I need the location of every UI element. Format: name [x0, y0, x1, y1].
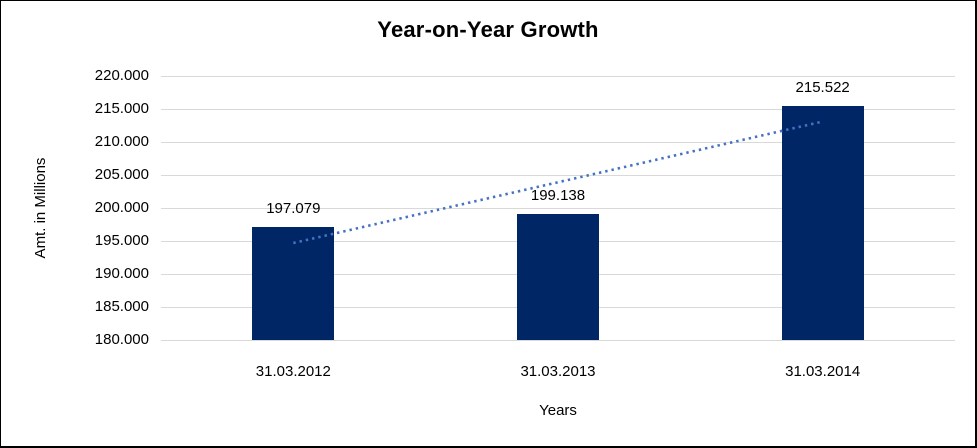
- y-axis-tick-label: 220.000: [94, 67, 149, 84]
- gridline: [161, 76, 955, 77]
- gridline: [161, 142, 955, 143]
- y-axis-tick-label: 190.000: [94, 265, 149, 282]
- x-axis-tick-label: 31.03.2012: [255, 363, 331, 380]
- y-axis-tick-label: 180.000: [94, 331, 149, 348]
- gridline: [161, 175, 955, 176]
- chart-title: Year-on-Year Growth: [377, 17, 599, 42]
- bar: [252, 227, 335, 340]
- plot-area: 197.079 199.138 215.522: [161, 76, 955, 341]
- y-axis-tick-label: 205.000: [94, 166, 149, 183]
- trendline: [293, 120, 823, 245]
- bar-value-label: 197.079: [266, 200, 321, 218]
- x-axis-tick-label: 31.03.2013: [520, 363, 596, 380]
- y-axis-tick-label: 185.000: [94, 298, 149, 315]
- y-axis-tick-label: 215.000: [94, 100, 149, 117]
- bar: [781, 105, 864, 340]
- y-axis-tick-label: 200.000: [94, 199, 149, 216]
- trendline-dotted-line: [293, 120, 823, 245]
- x-axis-title: Years: [539, 402, 577, 419]
- y-axis-title: Amt. in Millions: [32, 157, 49, 259]
- gridline: [161, 109, 955, 110]
- y-axis-tick-label: 210.000: [94, 133, 149, 150]
- x-axis-tick-label: 31.03.2014: [785, 363, 861, 380]
- gridline: [161, 340, 955, 341]
- bar: [517, 213, 599, 340]
- y-axis-tick-label: 195.000: [94, 232, 149, 249]
- gridline: [161, 208, 955, 209]
- bar-value-label: 199.138: [530, 186, 586, 204]
- bar-value-label: 215.522: [795, 78, 850, 96]
